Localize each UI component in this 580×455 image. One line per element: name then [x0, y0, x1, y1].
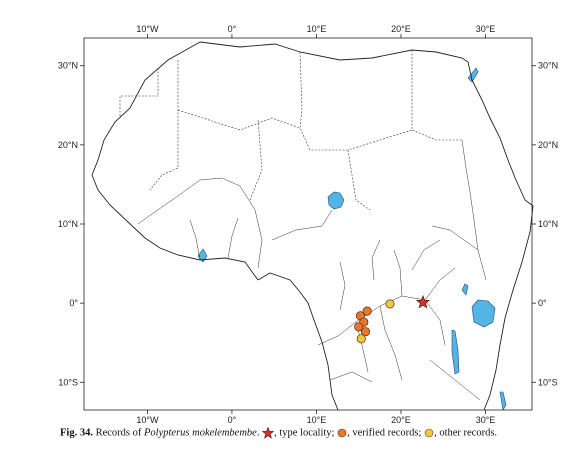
- caption-intro: Records of: [95, 427, 142, 439]
- right-tick-label: 0°: [538, 298, 547, 308]
- left-tick-label: 10°N: [58, 219, 78, 229]
- type-locality-star-icon: [262, 427, 275, 439]
- left-tick-label: 10°S: [58, 377, 78, 387]
- left-tick-label: 0°: [69, 298, 78, 308]
- other-record-marker: [356, 334, 366, 344]
- lake-nasser: [467, 67, 479, 83]
- legend-type-locality: , type locality;: [274, 427, 335, 439]
- right-tick-label: 10°S: [538, 377, 558, 387]
- type-locality-marker: [415, 294, 431, 309]
- species-name: Polypterus mokelembembe: [144, 427, 257, 439]
- figure-caption: Fig. 34. Records of Polypterus mokelembe…: [60, 427, 498, 439]
- other-record-circle-icon: [424, 428, 434, 438]
- bottom-tick-label: 10°E: [307, 415, 327, 425]
- top-tick-label: 10°W: [136, 24, 159, 34]
- legend-verified: , verified records;: [347, 427, 422, 439]
- right-tick-label: 20°N: [538, 140, 558, 150]
- left-tick-label: 20°N: [58, 140, 78, 150]
- verified-record-marker: [354, 322, 364, 332]
- record-markers: [354, 294, 431, 344]
- water-bodies: [197, 67, 507, 411]
- bottom-tick-label: 20°E: [391, 415, 411, 425]
- figure-label: Fig. 34.: [60, 427, 93, 439]
- lake-albert: [461, 283, 469, 296]
- top-tick-label: 0°: [228, 24, 237, 34]
- other-record-marker: [385, 299, 395, 309]
- lake-tanganyika: [451, 329, 460, 375]
- top-tick-label: 30°E: [476, 24, 496, 34]
- bottom-tick-label: 30°E: [476, 415, 496, 425]
- top-tick-label: 20°E: [391, 24, 411, 34]
- right-tick-label: 10°N: [538, 219, 558, 229]
- bottom-tick-label: 10°W: [136, 415, 159, 425]
- legend-other: , other records.: [434, 427, 498, 439]
- right-tick-label: 30°N: [538, 61, 558, 71]
- map-frame: [83, 37, 533, 411]
- bottom-tick-label: 0°: [228, 415, 237, 425]
- coastline: [91, 41, 534, 411]
- country-borders: [119, 50, 462, 211]
- lake-victoria: [471, 299, 496, 328]
- graticule-ticks: 10°W 0° 10°E 20°E 30°E 10°W 0° 10°E 20°E 30°E 30°N…: [58, 24, 558, 425]
- top-tick-label: 10°E: [307, 24, 327, 34]
- lake-chad: [327, 191, 345, 210]
- verified-record-marker: [362, 306, 372, 316]
- lake-malawi: [499, 391, 507, 411]
- rivers: [137, 139, 487, 401]
- verified-record-marker: [360, 327, 371, 337]
- verified-record-circle-icon: [337, 428, 347, 438]
- left-tick-label: 30°N: [58, 61, 78, 71]
